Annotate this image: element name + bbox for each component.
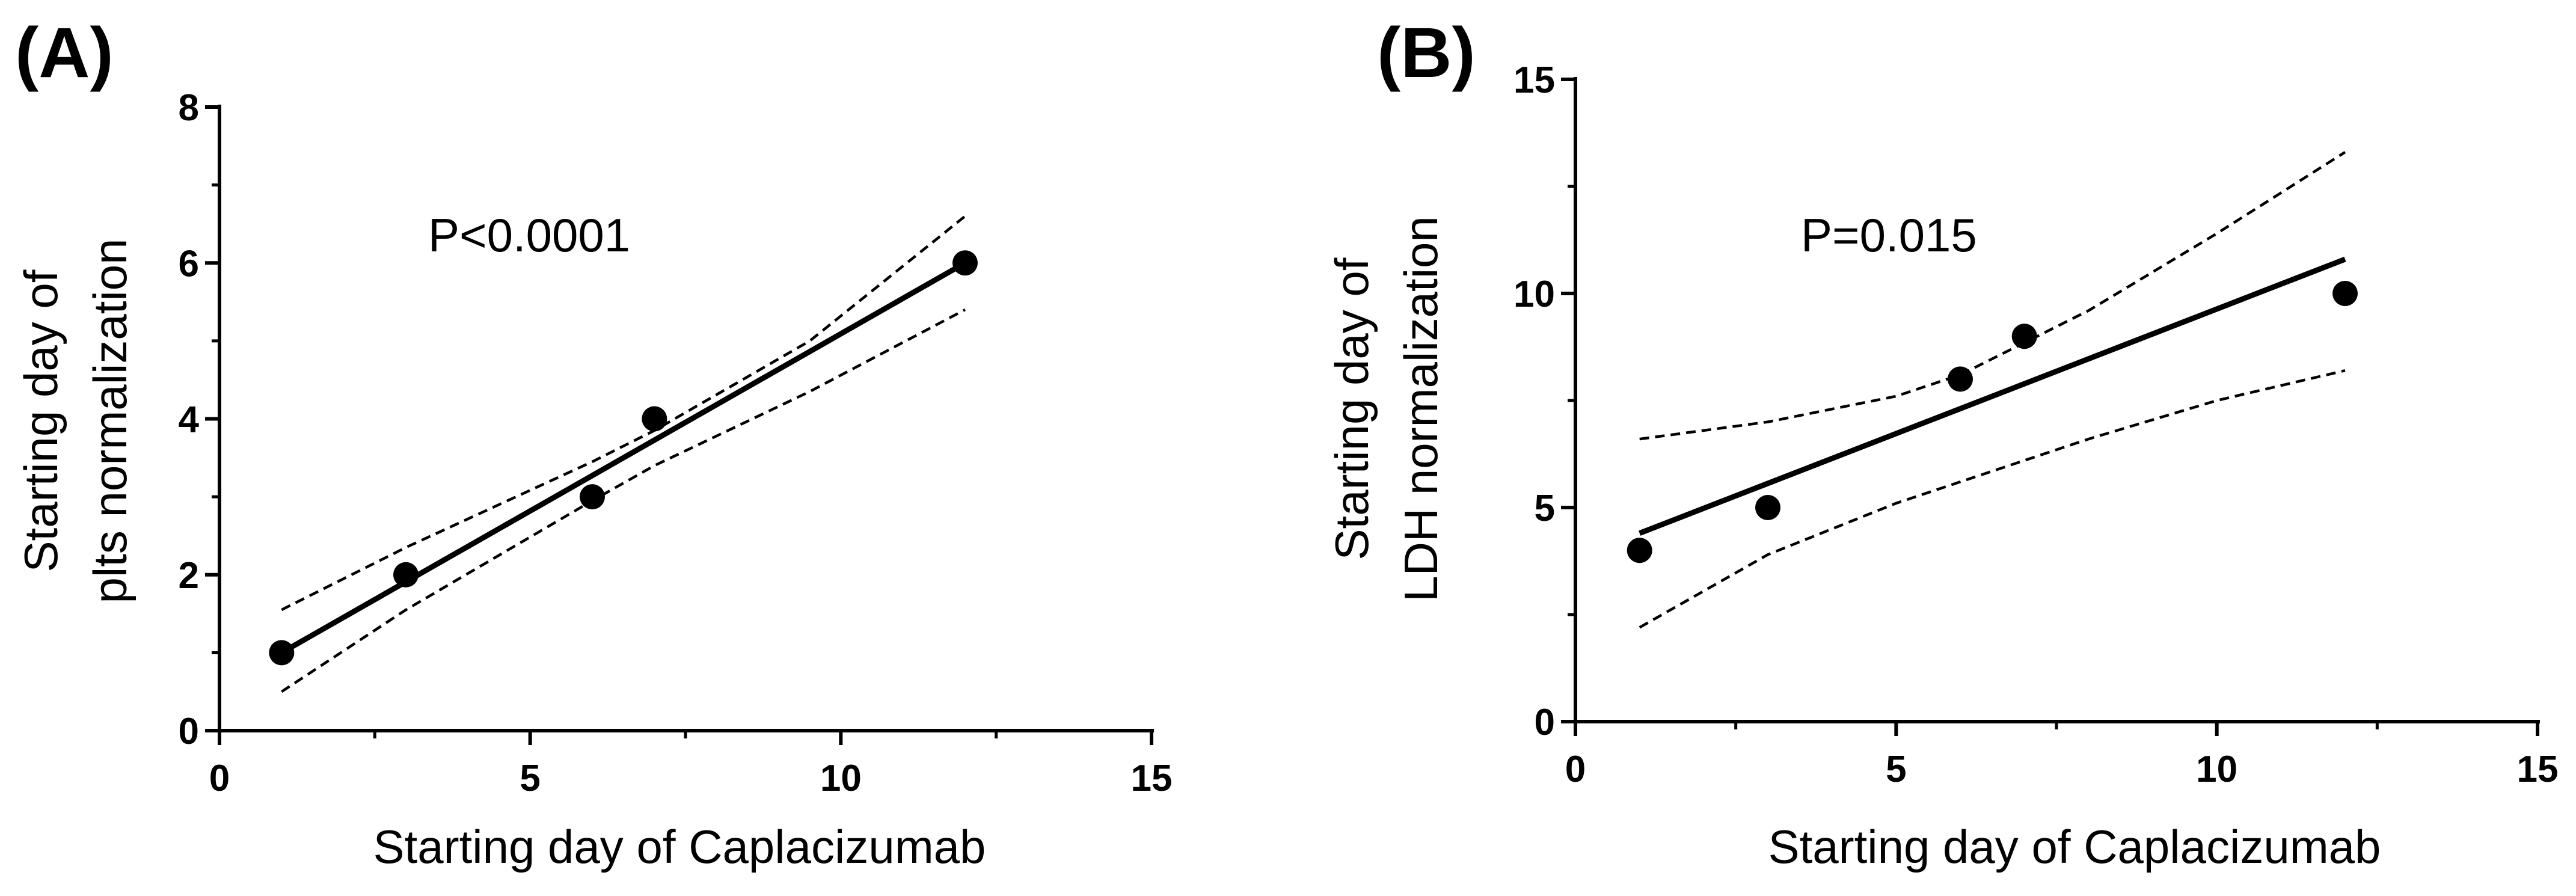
y-tick-label-a: 0	[179, 711, 199, 752]
x-tick-label-a: 15	[1131, 758, 1173, 799]
x-axis-title-a: Starting day of Caplacizumab	[373, 820, 986, 873]
x-tick-label-b: 5	[1886, 749, 1906, 790]
panel-label-b: (B)	[1377, 13, 1476, 93]
y-tick-label-b: 15	[1513, 60, 1555, 101]
data-point-a	[269, 640, 295, 666]
data-point-b	[1948, 366, 1973, 392]
y-tick-label-a: 4	[179, 399, 200, 441]
y-tick-label-a: 6	[179, 243, 199, 284]
data-point-a	[952, 250, 978, 276]
data-point-b	[1755, 495, 1780, 520]
data-point-a	[580, 484, 605, 510]
x-tick-label-a: 10	[820, 758, 862, 799]
y-tick-label-a: 2	[179, 555, 199, 597]
y-tick-label-a: 8	[179, 87, 199, 129]
y-tick-label-b: 5	[1535, 488, 1555, 529]
y-tick-label-b: 10	[1513, 274, 1555, 315]
panel-a: (A) Starting day of plts normalization S…	[14, 13, 1172, 873]
regression-line-a	[280, 260, 967, 655]
panel-label-a: (A)	[15, 13, 114, 93]
ci-lower-band-b	[1639, 369, 2346, 629]
x-tick-label-b: 15	[2517, 749, 2559, 790]
y-axis-title-a-line1: Starting day of	[14, 269, 67, 572]
ci-lower-band-a	[281, 308, 966, 693]
y-axis-title-a-line2: plts normalization	[84, 239, 136, 604]
p-value-annotation-a: P<0.0001	[428, 209, 630, 262]
x-tick-label-a: 0	[209, 758, 230, 799]
x-tick-label-b: 0	[1565, 749, 1586, 790]
data-point-a	[393, 562, 419, 588]
y-tick-label-b: 0	[1535, 702, 1555, 743]
data-point-b	[2332, 281, 2358, 306]
x-axis-title-b: Starting day of Caplacizumab	[1768, 820, 2381, 873]
y-axis-title-b-line1: Starting day of	[1325, 257, 1378, 560]
data-point-a	[642, 406, 667, 432]
panel-b: (B) Starting day of LDH normalization St…	[1325, 13, 2558, 873]
x-tick-label-b: 10	[2196, 749, 2237, 790]
y-axis-title-b-line2: LDH normalization	[1394, 216, 1447, 602]
ci-upper-band-a	[281, 215, 966, 612]
p-value-annotation-b: P=0.015	[1801, 209, 1977, 262]
data-point-b	[1627, 538, 1652, 563]
ci-upper-band-b	[1639, 151, 2346, 441]
regression-line-b	[1639, 256, 2346, 536]
x-tick-label-a: 5	[520, 758, 540, 799]
data-point-b	[2011, 324, 2037, 349]
